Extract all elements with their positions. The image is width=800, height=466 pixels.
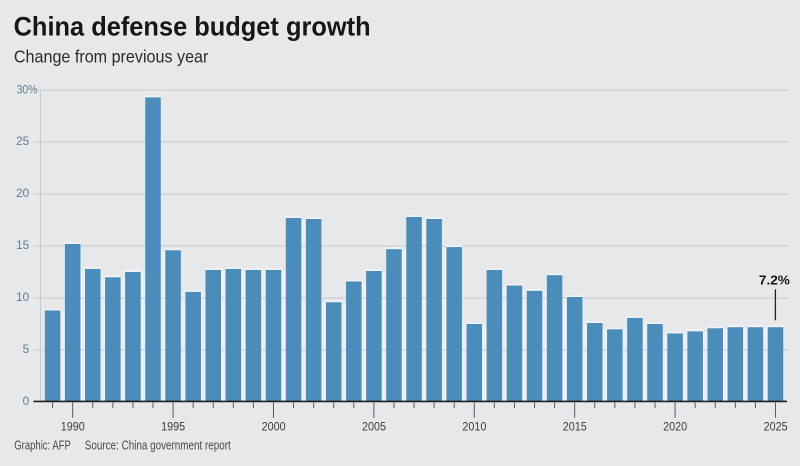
- svg-text:20: 20: [16, 187, 30, 200]
- svg-text:2010: 2010: [462, 420, 486, 434]
- svg-text:0: 0: [23, 395, 30, 408]
- svg-text:2020: 2020: [663, 420, 687, 434]
- svg-text:1990: 1990: [61, 420, 85, 434]
- svg-text:2015: 2015: [563, 420, 587, 434]
- svg-text:Source: China government repor: Source: China government report: [85, 438, 231, 453]
- svg-text:Graphic: AFP: Graphic: AFP: [14, 438, 71, 453]
- svg-text:Change from previous year: Change from previous year: [14, 47, 209, 67]
- svg-text:5: 5: [23, 343, 30, 356]
- svg-text:25: 25: [16, 135, 30, 148]
- svg-text:2000: 2000: [262, 420, 286, 434]
- svg-text:China defense budget growth: China defense budget growth: [14, 12, 371, 42]
- svg-text:10: 10: [16, 291, 30, 304]
- svg-text:2025: 2025: [764, 420, 788, 434]
- svg-text:15: 15: [16, 239, 30, 252]
- svg-text:1995: 1995: [161, 420, 185, 434]
- svg-text:7.2%: 7.2%: [759, 272, 790, 287]
- svg-text:2005: 2005: [362, 420, 386, 434]
- svg-text:30%: 30%: [17, 83, 38, 96]
